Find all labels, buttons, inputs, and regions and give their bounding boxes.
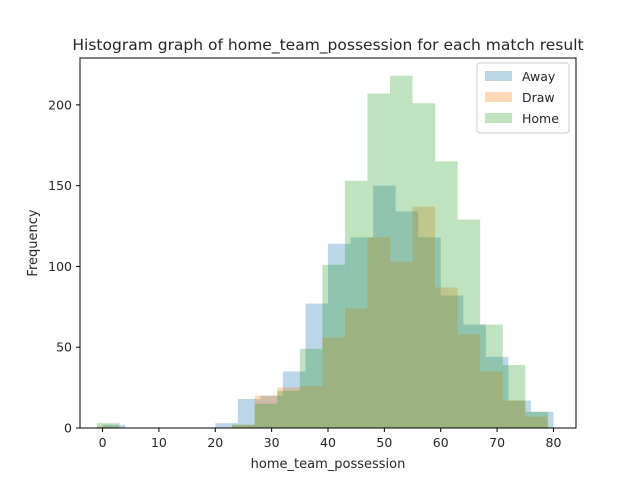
bar-draw-13: [390, 261, 413, 428]
bar-home-7: [254, 403, 278, 428]
bar-away-19: [530, 411, 554, 428]
x-axis-label: home_team_possession: [251, 457, 406, 472]
bar-home-10: [322, 264, 345, 428]
bar-away-15: [440, 295, 464, 428]
bar-draw-17: [480, 371, 503, 428]
bar-away-17: [485, 356, 509, 428]
bar-away-14: [418, 237, 441, 428]
x-tick-label: 70: [489, 435, 505, 450]
bar-draw-16: [457, 334, 481, 428]
bar-away-8: [282, 371, 306, 428]
bar-home-9: [299, 348, 323, 428]
bar-home-13: [390, 75, 413, 429]
legend: Away Draw Home: [476, 62, 570, 134]
bar-draw-10: [322, 337, 345, 428]
x-axis: 0 10 20 30 40 50 60 70 80: [99, 428, 562, 450]
y-tick-label: 100: [48, 259, 72, 274]
bar-away-7: [260, 395, 283, 428]
series-home: [96, 75, 548, 429]
bar-away-5: [215, 423, 238, 428]
bars-layer: [96, 75, 554, 429]
legend-label-away: Away: [522, 69, 556, 84]
bar-away-16: [463, 324, 486, 428]
x-tick-label: 60: [433, 435, 449, 450]
bar-draw-11: [344, 308, 368, 428]
bar-draw-6: [232, 424, 255, 428]
bar-draw-14: [412, 206, 436, 428]
x-tick-label: 10: [151, 435, 167, 450]
legend-swatch-draw: [485, 92, 512, 102]
bar-home-19: [525, 411, 548, 428]
bar-home-6: [232, 424, 255, 428]
legend-label-draw: Draw: [522, 90, 555, 105]
bar-home-17: [480, 324, 503, 428]
bar-away-12: [373, 185, 396, 428]
x-tick-label: 30: [264, 435, 280, 450]
bar-draw-7: [254, 395, 278, 428]
y-axis: 0 50 100 150 200: [48, 97, 80, 436]
legend-swatch-home: [485, 113, 512, 123]
bar-draw-15: [435, 287, 458, 428]
y-tick-label: 200: [48, 97, 72, 112]
bar-away-6: [237, 398, 261, 428]
y-tick-label: 150: [48, 178, 72, 193]
bar-home-18: [502, 364, 526, 428]
bar-away-13: [395, 211, 419, 428]
bar-draw-0: [96, 426, 120, 428]
legend-swatch-away: [485, 71, 512, 81]
bar-away-9: [305, 303, 328, 428]
y-axis-label: Frequency: [26, 209, 41, 276]
y-tick-label: 0: [64, 421, 72, 436]
bar-draw-19: [525, 416, 548, 428]
bar-away-10: [328, 243, 351, 428]
x-tick-label: 50: [376, 435, 392, 450]
legend-label-home: Home: [522, 111, 559, 126]
bar-draw-9: [299, 385, 323, 428]
legend-box: [476, 62, 570, 134]
bar-away-0: [102, 424, 126, 428]
bar-home-15: [435, 161, 458, 428]
bar-home-0: [96, 423, 120, 428]
bar-home-16: [457, 219, 481, 428]
x-tick-label: 0: [99, 435, 107, 450]
series-draw: [96, 206, 548, 428]
x-tick-label: 80: [546, 435, 562, 450]
bar-home-12: [367, 93, 390, 429]
chart-title: Histogram graph of home_team_possession …: [72, 36, 583, 55]
bar-draw-12: [367, 237, 390, 428]
bar-draw-8: [277, 387, 300, 428]
series-away: [102, 185, 554, 428]
bar-home-8: [277, 390, 300, 428]
y-tick-label: 50: [56, 340, 72, 355]
bar-away-11: [350, 237, 374, 428]
bar-draw-18: [502, 400, 526, 428]
bar-away-18: [508, 400, 531, 428]
x-tick-label: 40: [320, 435, 336, 450]
bar-home-14: [412, 103, 436, 428]
x-tick-label: 20: [207, 435, 223, 450]
bar-home-11: [344, 180, 368, 428]
